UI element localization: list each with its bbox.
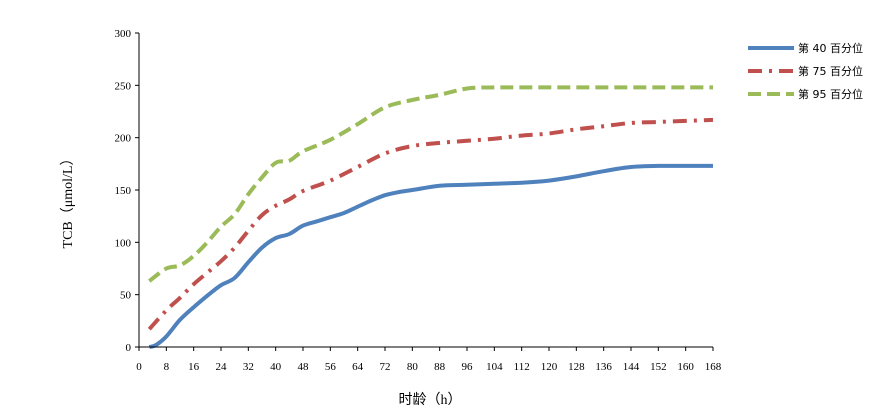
x-tick-label: 144 [623,361,640,373]
x-tick-label: 32 [243,361,254,373]
x-tick-label: 72 [380,361,391,373]
legend-label-3: 第 95 百分位 [798,87,863,101]
y-tick-labels: 0 50 100 150 200 250 300 [115,28,132,354]
series-line-1 [148,163,713,349]
plot-axes [135,32,714,351]
x-tick-label: 8 [164,361,170,373]
x-tick-label: 128 [568,361,585,373]
y-tick-label: 100 [115,237,132,249]
legend-label-2: 第 75 百分位 [798,64,863,78]
x-tick-label: 0 [136,361,142,373]
y-tick-label: 300 [115,28,132,40]
x-tick-label: 88 [434,361,446,373]
series-lines [147,85,714,349]
series-line-2 [147,117,714,331]
x-tick-label: 16 [188,361,200,373]
x-tick-label: 48 [298,361,310,373]
x-tick-label: 112 [514,361,530,373]
x-tick-labels: 0 8 16 24 32 40 48 56 64 72 80 88 96 104 112 120 128 136 1… [136,361,722,373]
series-line-3 [148,85,713,283]
y-tick-label: 50 [120,290,132,302]
y-tick-label: 0 [126,342,132,354]
x-tick-label: 160 [677,361,694,373]
x-tick-label: 120 [541,361,558,373]
x-tick-label: 40 [270,361,282,373]
x-tick-label: 152 [650,361,667,373]
x-tick-label: 168 [705,361,722,373]
y-tick-label: 150 [115,185,132,197]
x-tick-label: 56 [325,361,337,373]
x-tick-label: 24 [216,361,228,373]
y-tick-label: 200 [115,133,132,145]
x-tick-label: 80 [407,361,419,373]
x-axis-title: 时龄（h） [399,392,462,408]
x-tick-label: 64 [352,361,364,373]
x-tick-label: 104 [486,361,503,373]
legend-label-1: 第 40 百分位 [798,41,863,55]
x-tick-label: 136 [595,361,612,373]
y-axis-title: TCB（μmol/L） [60,152,76,249]
y-tick-label: 250 [115,80,132,92]
x-tick-label: 96 [462,361,474,373]
